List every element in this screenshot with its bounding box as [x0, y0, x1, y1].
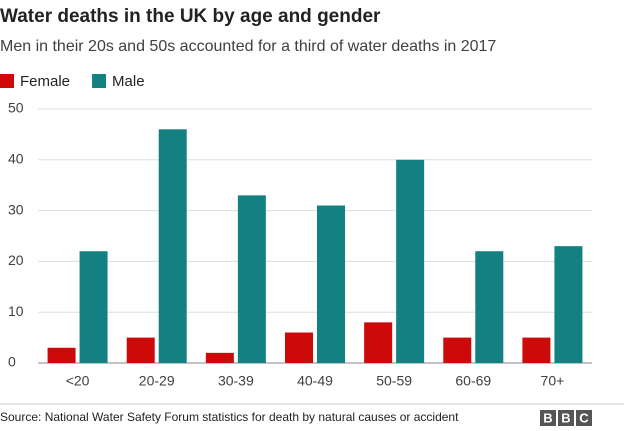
x-tick-label: 40-49 [297, 373, 333, 389]
y-tick-label: 30 [8, 201, 24, 217]
bar [475, 251, 504, 363]
legend-swatch [0, 74, 14, 88]
y-tick-label: 0 [8, 354, 16, 370]
bar [79, 251, 108, 363]
chart-subtitle: Men in their 20s and 50s accounted for a… [0, 38, 496, 55]
bar [317, 205, 345, 363]
bar [126, 337, 155, 363]
logo-letter: C [579, 410, 589, 425]
bar [443, 337, 472, 363]
bar [237, 195, 266, 363]
bar [285, 332, 313, 363]
logo-box [576, 410, 592, 426]
y-tick-label: 40 [8, 151, 24, 167]
y-tick-label: 50 [8, 100, 24, 116]
legend-text: Female [20, 73, 70, 90]
x-tick-label: 50-59 [376, 373, 412, 389]
chart-title: Water deaths in the UK by age and gender [0, 6, 381, 27]
bar [158, 129, 187, 363]
bar [47, 347, 76, 363]
bar [364, 322, 393, 363]
logo-letter: B [543, 410, 552, 425]
x-tick-label: 30-39 [218, 373, 254, 389]
legend-text: Male [112, 73, 145, 90]
x-tick-label: 20-29 [139, 373, 175, 389]
bar [396, 159, 425, 363]
legend-swatch [92, 74, 107, 88]
bar [554, 246, 583, 363]
x-tick-label: 60-69 [455, 373, 491, 389]
logo-box [558, 410, 574, 426]
x-tick-label: 70+ [541, 373, 565, 389]
x-tick-label: <20 [66, 373, 90, 389]
y-tick-label: 20 [8, 252, 24, 268]
bar [522, 337, 551, 363]
y-tick-label: 10 [8, 303, 24, 319]
logo-letter: B [561, 410, 570, 425]
bar [205, 352, 234, 363]
logo-box [540, 410, 556, 426]
source: Source: National Water Safety Forum stat… [0, 410, 459, 424]
